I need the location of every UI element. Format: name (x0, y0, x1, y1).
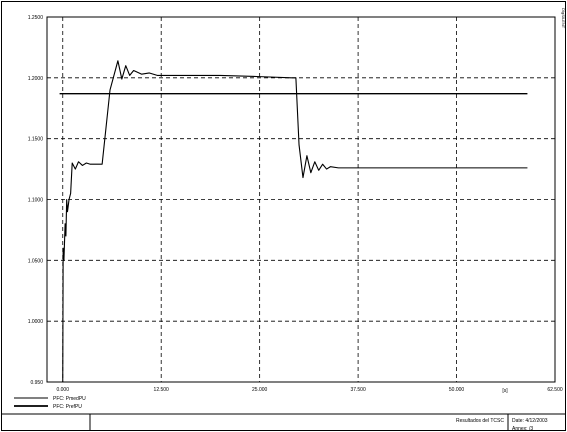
x-axis-ticks: 0.000 12.500 25.000 37.500 50.000 62.500 (56, 387, 562, 393)
corner-brand-label: DIgSILENT (561, 8, 566, 29)
footer-plot-title: Resultados del TCSC (456, 418, 504, 424)
y-tick-label: 1.0000 (28, 319, 44, 325)
plot-border (46, 16, 556, 383)
plot-area: 0.950 1.0000 1.0500 1.1000 1.1500 1.2000 1.250… (28, 15, 563, 394)
x-unit-label: [s] (502, 388, 508, 394)
y-tick-label: 1.2500 (28, 15, 44, 21)
y-tick-label: 1.2000 (28, 76, 44, 82)
series-lines (59, 60, 528, 383)
y-tick-label: 1.1000 (28, 198, 44, 204)
footer-annex: Annex: /3 (512, 426, 533, 432)
y-axis-ticks: 0.950 1.0000 1.0500 1.1000 1.1500 1.2000 1.250… (28, 15, 44, 386)
x-tick-label: 0.000 (56, 387, 69, 393)
legend: PFC: PmedPU PFC: PrefPU (14, 396, 86, 410)
x-tick-label: 25.000 (252, 387, 268, 393)
y-tick-label: 1.1500 (28, 137, 44, 143)
y-tick-label: 1.0500 (28, 258, 44, 264)
legend-label-pmedpu: PFC: PmedPU (53, 396, 86, 402)
gridlines (47, 17, 555, 382)
y-tick-label: 0.950 (30, 380, 43, 386)
footer-date: Date: 4/12/2003 (512, 418, 548, 424)
footer-info-box: Resultados del TCSC Date: 4/12/2003 Anne… (2, 413, 565, 432)
series-line-pmedpu (62, 60, 528, 383)
x-tick-label: 62.500 (547, 387, 563, 393)
legend-label-prefpu: PFC: PrefPU (53, 404, 82, 410)
x-tick-label: 37.500 (350, 387, 366, 393)
x-tick-label: 50.000 (449, 387, 465, 393)
x-tick-label: 12.500 (154, 387, 170, 393)
